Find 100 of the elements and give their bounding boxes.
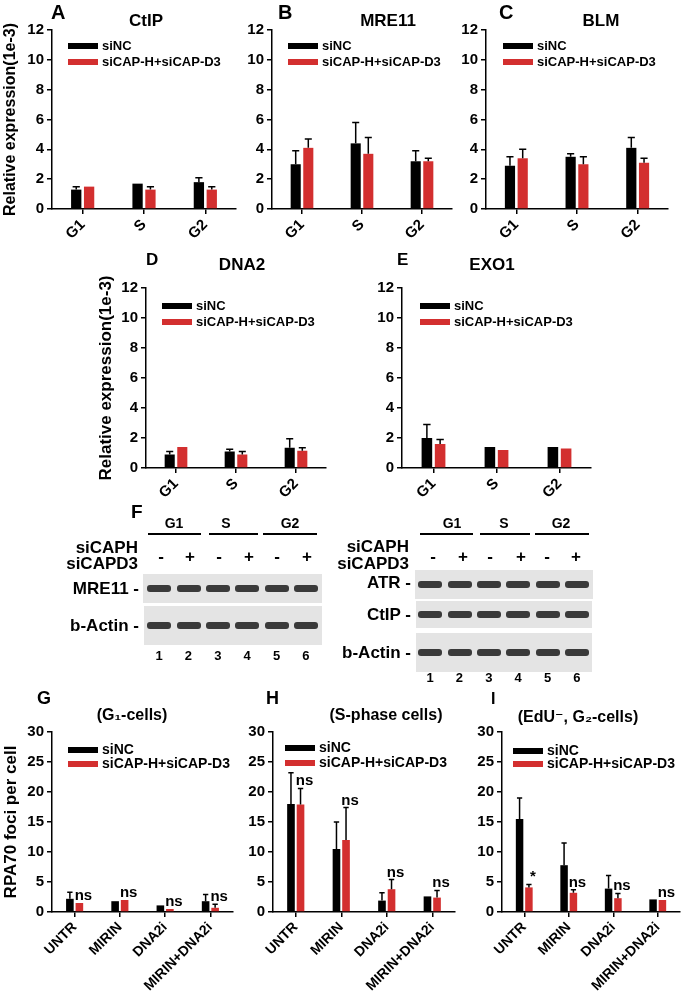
x-tick-label: S — [347, 215, 368, 235]
text: - — [544, 546, 550, 566]
y-tick-label: 2 — [469, 169, 478, 187]
y-tick-label: 4 — [385, 398, 395, 416]
category-label: ATR - — [366, 572, 411, 592]
text: siCAPD3 — [337, 553, 409, 573]
legend-label: siCAP-H+siCAP-D3 — [537, 53, 656, 69]
annotation: ns — [119, 883, 138, 900]
x-tick-label: S — [482, 474, 502, 494]
text: G2 — [280, 515, 300, 531]
y-tick-label: 0 — [485, 902, 494, 920]
chart-title: (G₁-cells) — [96, 706, 168, 724]
text: + — [302, 546, 312, 566]
annotation: * — [530, 867, 536, 885]
y-tick-label: 2 — [255, 169, 264, 187]
bar — [569, 892, 578, 912]
bar — [363, 153, 374, 209]
text: + — [516, 546, 526, 566]
text: + — [458, 546, 468, 566]
bar — [303, 147, 314, 209]
y-axis-title: Relative expression(1e-3) — [95, 275, 115, 481]
y-tick-label: 6 — [35, 109, 44, 127]
text: H — [266, 688, 279, 708]
x-tick-label: G2 — [184, 215, 211, 242]
bar — [423, 161, 434, 209]
text: 1 2 3 4 5 6 — [155, 647, 310, 663]
y-tick-label: 15 — [27, 812, 44, 830]
y-tick-label: 6 — [469, 109, 478, 127]
text: S — [499, 515, 509, 531]
y-tick-label: 5 — [256, 872, 265, 890]
y-tick-label: 6 — [385, 368, 394, 386]
category-label: CtIP - — [366, 604, 411, 624]
y-tick-label: 0 — [35, 199, 44, 217]
y-tick-label: 25 — [27, 752, 44, 770]
category-label: MRE11 - — [72, 578, 139, 598]
y-tick-label: 4 — [255, 139, 265, 157]
y-tick-label: 10 — [27, 842, 44, 860]
legend-label: siNC — [196, 297, 227, 313]
bar — [433, 897, 441, 912]
y-tick-label: 8 — [129, 338, 138, 356]
y-tick-label: 12 — [461, 20, 478, 38]
text: G — [37, 688, 52, 708]
annotation: ns — [613, 876, 631, 894]
legend-label: siCAP-H+siCAP-D3 — [322, 53, 441, 69]
text: 1 2 3 4 5 6 — [426, 669, 581, 685]
y-tick-label: 10 — [461, 49, 478, 67]
x-tick-label: S — [129, 215, 150, 235]
y-tick-label: 12 — [121, 278, 138, 296]
bar — [560, 448, 572, 468]
chart-title: CtIP — [129, 10, 163, 31]
legend-label: siNC — [102, 37, 133, 53]
legend-label: siCAP-H+siCAP-D3 — [319, 753, 448, 770]
x-tick-label: G1 — [495, 215, 522, 242]
chart-title: MRE11 — [360, 10, 416, 31]
y-tick-label: 0 — [35, 902, 44, 920]
y-tick-label: 0 — [256, 902, 265, 920]
legend-label: siCAP-H+siCAP-D3 — [102, 53, 221, 69]
annotation: ns — [432, 873, 450, 891]
annotation: ns — [165, 892, 183, 909]
annotation: ns — [657, 883, 676, 900]
y-tick-label: 4 — [469, 139, 479, 157]
legend-label: siNC — [454, 297, 485, 313]
text: S — [221, 515, 231, 531]
text: G1 — [164, 515, 184, 531]
y-tick-label: 0 — [255, 199, 264, 217]
bar — [387, 889, 396, 912]
legend-label: siNC — [322, 37, 353, 53]
text: - — [487, 546, 493, 566]
text: I — [491, 690, 496, 707]
y-axis-title: RPA70 foci per cell — [0, 745, 20, 899]
x-tick-label: G2 — [274, 474, 302, 501]
annotation: ns — [386, 862, 405, 880]
annotation: ns — [74, 886, 93, 903]
y-tick-label: 10 — [477, 842, 494, 860]
y-tick-label: 15 — [248, 812, 265, 830]
y-tick-label: 30 — [477, 722, 494, 740]
y-tick-label: 6 — [255, 109, 264, 127]
category-label: b-Actin - — [70, 615, 139, 635]
bar — [297, 450, 308, 468]
bar — [177, 447, 188, 468]
x-tick-label: G2 — [616, 215, 643, 242]
y-tick-label: 8 — [385, 338, 394, 356]
x-tick-label: G1 — [412, 474, 439, 501]
text: - — [274, 546, 280, 566]
y-tick-label: 25 — [477, 752, 494, 770]
legend-label: siCAP-H+siCAP-D3 — [196, 313, 315, 329]
y-tick-label: 0 — [469, 199, 478, 217]
legend-label: siCAP-H+siCAP-D3 — [454, 313, 573, 329]
y-tick-label: 30 — [248, 722, 265, 740]
text: - — [430, 546, 436, 566]
legend-label: siNC — [537, 37, 568, 53]
y-tick-label: 12 — [377, 278, 394, 296]
y-tick-label: 30 — [27, 722, 44, 740]
x-tick-label: G2 — [538, 474, 565, 501]
legend-label: siCAP-H+siCAP-D3 — [102, 754, 231, 771]
text: E — [397, 250, 409, 269]
y-tick-label: 8 — [255, 79, 264, 97]
text: F — [131, 501, 143, 522]
y-tick-label: 12 — [247, 20, 264, 38]
x-tick-label: G1 — [154, 474, 182, 501]
